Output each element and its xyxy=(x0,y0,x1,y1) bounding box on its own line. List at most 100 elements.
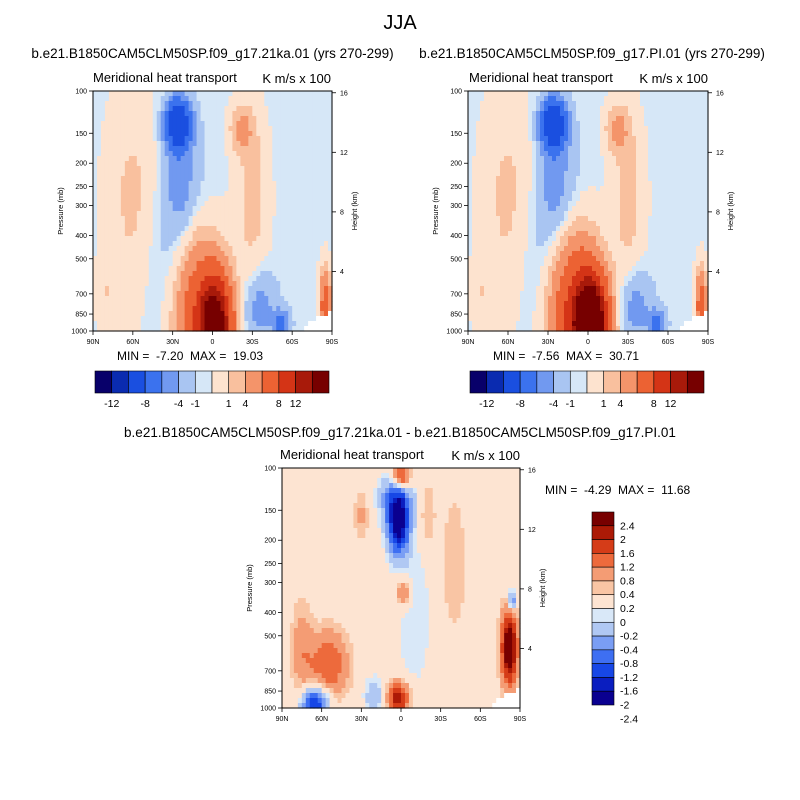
heatmap-cell xyxy=(168,266,174,272)
heatmap-cell xyxy=(484,241,489,247)
heatmap-cell xyxy=(292,151,297,157)
heatmap-cell xyxy=(260,246,265,252)
heatmap-cell xyxy=(284,291,289,297)
heatmap-cell xyxy=(320,136,325,142)
heatmap-cell xyxy=(484,246,489,252)
heatmap-cell xyxy=(152,196,158,202)
heatmap-cell xyxy=(184,236,190,242)
heatmap-cell xyxy=(520,186,525,192)
heatmap-cell xyxy=(292,266,297,272)
heatmap-cell xyxy=(93,146,98,152)
heatmap-cell xyxy=(508,206,513,212)
heatmap-cell xyxy=(604,176,609,182)
heatmap-cell xyxy=(328,251,333,257)
heatmap-cell xyxy=(504,211,509,217)
heatmap-cell xyxy=(96,141,102,147)
heatmap-cell xyxy=(276,266,281,272)
heatmap-cell xyxy=(200,256,206,262)
heatmap-cell xyxy=(516,226,521,232)
heatmap-cell xyxy=(304,151,309,157)
heatmap-cell xyxy=(560,106,565,112)
heatmap-cell xyxy=(564,241,569,247)
heatmap-cell xyxy=(632,106,637,112)
heatmap-cell xyxy=(592,146,597,152)
heatmap-cell xyxy=(680,156,685,162)
heatmap-cell xyxy=(228,211,234,217)
heatmap-cell xyxy=(304,281,309,287)
heatmap-cell xyxy=(560,101,565,107)
heatmap-cell xyxy=(108,271,114,277)
heatmap-cell xyxy=(236,291,241,297)
heatmap-cell xyxy=(328,106,333,112)
heatmap-cell xyxy=(180,216,186,222)
heatmap-cell xyxy=(600,116,605,122)
heatmap-cell xyxy=(104,191,110,197)
heatmap-cell xyxy=(180,91,186,97)
heatmap-cell xyxy=(328,156,333,162)
heatmap-cell xyxy=(156,206,162,212)
heatmap-cell xyxy=(240,201,245,207)
heatmap-cell xyxy=(480,111,485,117)
heatmap-cell xyxy=(568,111,573,117)
heatmap-cell xyxy=(672,156,677,162)
heatmap-cell xyxy=(248,131,253,137)
heatmap-cell xyxy=(632,161,637,167)
heatmap-cell xyxy=(224,221,230,227)
heatmap-cell xyxy=(608,121,613,127)
heatmap-cell xyxy=(176,311,182,317)
heatmap-cell xyxy=(200,231,206,237)
heatmap-cell xyxy=(696,196,701,202)
heatmap-cell xyxy=(480,171,485,177)
heatmap-cell xyxy=(220,206,226,212)
heatmap-cell xyxy=(132,201,138,207)
heatmap-cell xyxy=(124,101,130,107)
heatmap-cell xyxy=(320,101,325,107)
heatmap-cell xyxy=(128,196,134,202)
heatmap-cell xyxy=(172,241,178,247)
heatmap-cell xyxy=(640,241,645,247)
heatmap-cell xyxy=(680,231,685,237)
heatmap-cell xyxy=(164,236,170,242)
heatmap-cell xyxy=(472,236,477,242)
heatmap-cell xyxy=(112,161,118,167)
heatmap-cell xyxy=(140,301,146,307)
heatmap-cell xyxy=(292,156,297,162)
heatmap-cell xyxy=(324,101,329,107)
heatmap-cell xyxy=(244,196,249,202)
heatmap-cell xyxy=(616,121,621,127)
heatmap-cell xyxy=(520,181,525,187)
heatmap-cell xyxy=(168,141,174,147)
heatmap-cell xyxy=(536,206,541,212)
heatmap-cell xyxy=(156,166,162,172)
heatmap-cell xyxy=(216,256,222,262)
heatmap-cell xyxy=(504,101,509,107)
heatmap-cell xyxy=(93,181,98,187)
heatmap-cell xyxy=(624,166,629,172)
heatmap-cell xyxy=(148,286,154,292)
heatmap-cell xyxy=(676,111,681,117)
heatmap-cell xyxy=(512,261,517,267)
heatmap-cell xyxy=(164,231,170,237)
heatmap-cell xyxy=(680,126,685,132)
heatmap-cell xyxy=(248,121,253,127)
heatmap-cell xyxy=(148,231,154,237)
heatmap-cell xyxy=(248,311,253,317)
heatmap-cell xyxy=(600,106,605,112)
heatmap-cell xyxy=(480,146,485,152)
heatmap-cell xyxy=(496,231,501,237)
heatmap-cell xyxy=(692,141,697,147)
heatmap-cell xyxy=(196,216,202,222)
heatmap-cell xyxy=(676,231,681,237)
heatmap-cell xyxy=(240,141,245,147)
heatmap-cell xyxy=(652,216,657,222)
heatmap-cell xyxy=(608,151,613,157)
heatmap-cell xyxy=(592,106,597,112)
heatmap-cell xyxy=(704,131,709,137)
heatmap-cell xyxy=(164,286,170,292)
heatmap-cell xyxy=(228,206,234,212)
heatmap-cell xyxy=(200,131,206,137)
heatmap-cell xyxy=(328,121,333,127)
heatmap-cell xyxy=(292,116,297,122)
heatmap-cell xyxy=(176,321,182,327)
heatmap-cell xyxy=(280,156,285,162)
